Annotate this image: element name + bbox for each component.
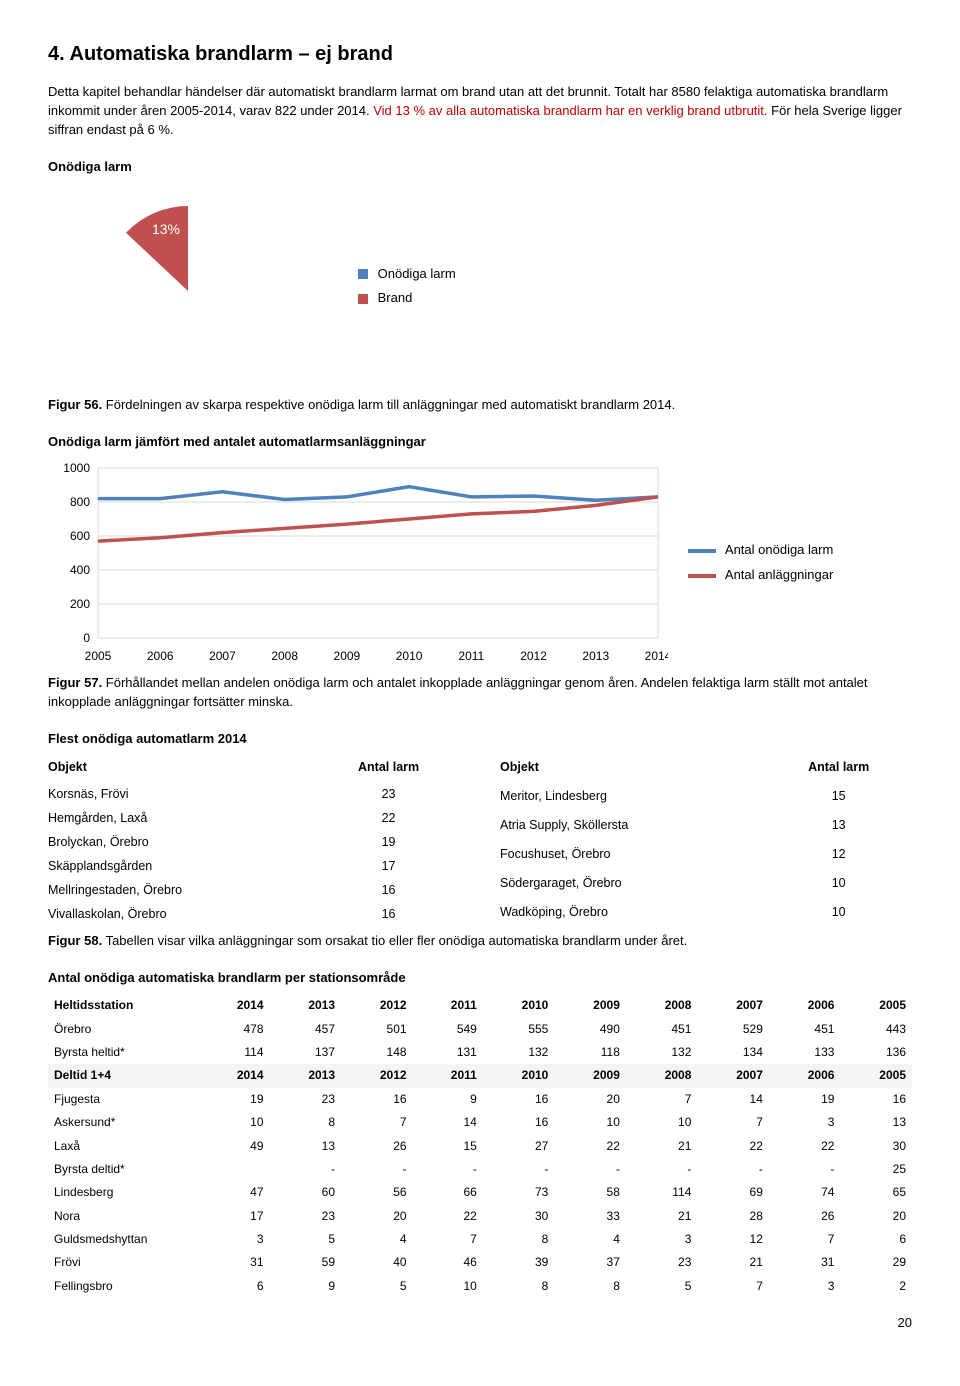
svg-text:2008: 2008 <box>271 649 298 663</box>
table-row: Askersund*1087141610107313 <box>48 1111 912 1134</box>
legend-label-brand: Brand <box>378 290 413 305</box>
col-objekt: Objekt <box>500 755 773 782</box>
table-row: Meritor, Lindesberg15 <box>500 782 912 811</box>
svg-text:13%: 13% <box>152 221 180 237</box>
table-row: Örebro478457501549555490451529451443 <box>48 1018 912 1041</box>
legend-item-onodiga: Onödiga larm <box>358 265 456 284</box>
table-header-row: Heltidsstation20142013201220112010200920… <box>48 994 912 1017</box>
legend-item-series-1: Antal anläggningar <box>688 566 833 585</box>
figure-58-label: Figur 58. <box>48 933 102 948</box>
table-row: Byrsta heltid*11413714813113211813213413… <box>48 1041 912 1064</box>
legend-label-onodiga: Onödiga larm <box>378 266 456 281</box>
page-number: 20 <box>48 1314 912 1333</box>
figure-56-text: Fördelningen av skarpa respektive onödig… <box>102 397 675 412</box>
station-table: Heltidsstation20142013201220112010200920… <box>48 994 912 1298</box>
section-heading: 4. Automatiska brandlarm – ej brand <box>48 40 912 69</box>
svg-text:2013: 2013 <box>582 649 609 663</box>
svg-text:200: 200 <box>70 597 90 611</box>
col-objekt: Objekt <box>48 755 325 782</box>
table-row: Laxå49132615272221222230 <box>48 1135 912 1158</box>
svg-text:2007: 2007 <box>209 649 236 663</box>
top-auto-heading: Flest onödiga automatlarm 2014 <box>48 730 912 749</box>
col-antal: Antal larm <box>773 755 912 782</box>
legend-color-series-1 <box>688 574 716 578</box>
svg-text:800: 800 <box>70 495 90 509</box>
figure-57-label: Figur 57. <box>48 675 102 690</box>
line-chart: 0 200 400 600 800 1000 2005 2006 2007 2008 2009 201… <box>48 458 668 668</box>
svg-text:2014: 2014 <box>645 649 668 663</box>
svg-text:400: 400 <box>70 563 90 577</box>
table-row: Mellringestaden, Örebro16 <box>48 878 460 902</box>
svg-text:87%: 87% <box>182 323 210 339</box>
intro-highlight: Vid 13 % av alla automatiska brandlarm h… <box>373 103 767 118</box>
col-antal: Antal larm <box>325 755 460 782</box>
svg-text:600: 600 <box>70 529 90 543</box>
table-row: Fjugesta192316916207141916 <box>48 1088 912 1111</box>
legend-label-series-1: Antal anläggningar <box>725 567 833 582</box>
legend-color-onodiga <box>358 269 368 279</box>
legend-item-brand: Brand <box>358 289 456 308</box>
table-row: Wadköping, Örebro10 <box>500 897 912 926</box>
table-row: Focushuset, Örebro12 <box>500 840 912 869</box>
pie-chart-block: 13% 87% Onödiga larm Brand <box>78 186 912 386</box>
figure-56-label: Figur 56. <box>48 397 102 412</box>
legend-label-series-0: Antal onödiga larm <box>725 542 833 557</box>
pie-legend: Onödiga larm Brand <box>358 259 456 315</box>
svg-text:2006: 2006 <box>147 649 174 663</box>
table-row: Skäpplandsgården17 <box>48 854 460 878</box>
legend-item-series-0: Antal onödiga larm <box>688 541 833 560</box>
pie-chart: 13% 87% <box>78 186 298 386</box>
intro-paragraph: Detta kapitel behandlar händelser där au… <box>48 83 912 140</box>
figure-58-caption: Figur 58. Tabellen visar vilka anläggnin… <box>48 932 912 951</box>
top-auto-table: Objekt Antal larm Korsnäs, Frövi23Hemgår… <box>48 755 912 927</box>
svg-text:2010: 2010 <box>396 649 423 663</box>
svg-text:2011: 2011 <box>458 649 484 663</box>
table-row: Fellingsbro69510885732 <box>48 1275 912 1298</box>
svg-text:2012: 2012 <box>520 649 547 663</box>
figure-56-caption: Figur 56. Fördelningen av skarpa respekt… <box>48 396 912 415</box>
station-table-heading: Antal onödiga automatiska brandlarm per … <box>48 969 912 988</box>
line-legend: Antal onödiga larm Antal anläggningar <box>688 535 833 591</box>
line-chart-block: 0 200 400 600 800 1000 2005 2006 2007 2008 2009 201… <box>48 458 912 668</box>
legend-color-series-0 <box>688 549 716 553</box>
svg-text:2005: 2005 <box>85 649 112 663</box>
table-row: Deltid 1+4201420132012201120102009200820… <box>48 1064 912 1087</box>
figure-57-caption: Figur 57. Förhållandet mellan andelen on… <box>48 674 912 712</box>
table-row: Lindesberg476056667358114697465 <box>48 1181 912 1204</box>
table-row: Frövi31594046393723213129 <box>48 1251 912 1274</box>
table-row: Nora17232022303321282620 <box>48 1205 912 1228</box>
legend-color-brand <box>358 294 368 304</box>
svg-text:1000: 1000 <box>63 461 90 475</box>
table-row: Hemgården, Laxå22 <box>48 806 460 830</box>
table-row: Atria Supply, Sköllersta13 <box>500 811 912 840</box>
figure-58-text: Tabellen visar vilka anläggningar som or… <box>102 933 687 948</box>
table-row: Guldsmedshyttan35478431276 <box>48 1228 912 1251</box>
top-auto-left: Objekt Antal larm Korsnäs, Frövi23Hemgår… <box>48 755 460 927</box>
svg-text:0: 0 <box>83 631 90 645</box>
table-row: Brolyckan, Örebro19 <box>48 830 460 854</box>
figure-57-text: Förhållandet mellan andelen onödiga larm… <box>48 675 868 709</box>
line-chart-heading: Onödiga larm jämfört med antalet automat… <box>48 433 912 452</box>
table-row: Vivallaskolan, Örebro16 <box>48 902 460 926</box>
table-row: Korsnäs, Frövi23 <box>48 782 460 806</box>
table-row: Södergaraget, Örebro10 <box>500 869 912 898</box>
svg-text:2009: 2009 <box>334 649 361 663</box>
table-row: Byrsta deltid*--------25 <box>48 1158 912 1181</box>
top-auto-right: Objekt Antal larm Meritor, Lindesberg15A… <box>500 755 912 927</box>
pie-heading: Onödiga larm <box>48 158 912 177</box>
